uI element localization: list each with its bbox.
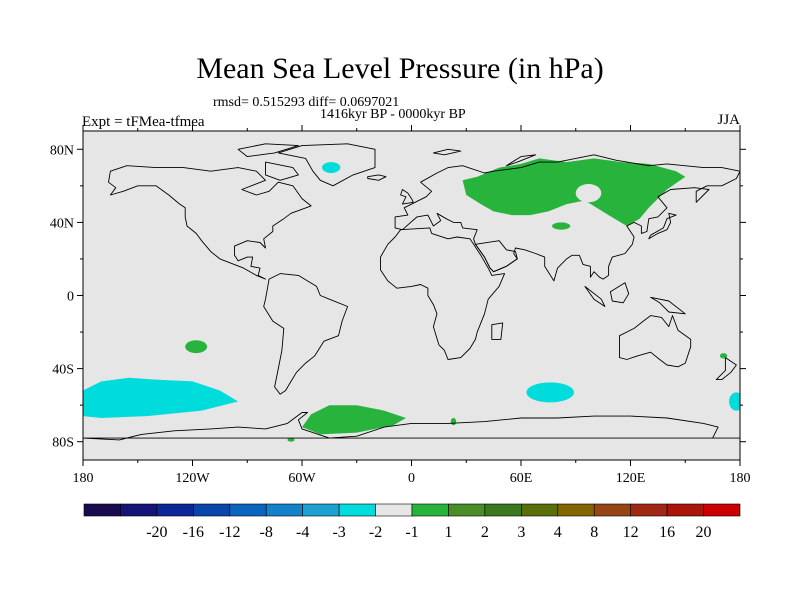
colorbar-swatch [265,503,303,517]
colorbar-swatch [83,503,121,517]
x-tick-label: 0 [408,471,415,486]
colorbar-label: 4 [554,524,562,541]
x-tick-label: 180 [730,471,751,486]
colorbar-label: 8 [590,524,598,541]
colorbar-label: -8 [260,524,273,541]
anomaly-south-pacific-east-negative [729,392,740,411]
colorbar-swatch [593,503,631,517]
coastline-borneo [609,282,630,304]
x-tick-label: 180 [73,471,94,486]
coastline-arabia [474,240,518,273]
colorbar-swatch [229,503,267,517]
period-label: 1416kyr BP - 0000kyr BP [320,107,466,122]
colorbar-swatch [338,503,376,517]
colorbar-label: 16 [659,524,675,541]
coastline-layer [83,143,740,441]
anomaly-subtropical-pacific-positive [185,340,208,354]
coastline-new-zealand [715,357,737,381]
y-tick-label: 80N [50,143,74,158]
colorbar-label: -3 [332,524,345,541]
coastline-japan [648,212,677,240]
colorbar-swatch [521,503,559,517]
coastline-sumatra [584,285,606,307]
colorbar: -20 -16 -12 -8 -4 -3 -2 -1 1 2 3 4 8 12 16 20 [83,503,741,541]
coastline-svalbard [432,148,462,156]
y-tick-label: 40S [52,363,74,378]
anomaly-eurasia-positive [462,158,686,226]
anomaly-south-pacific-negative [83,377,239,418]
x-tick-label: 60E [510,471,533,486]
colorbar-swatch [302,503,340,517]
anomaly-southern-indian-negative [526,382,574,403]
anomaly-weddell-positive [302,405,406,435]
anomaly-central-asia-patch [552,222,571,230]
season-label: JJA [717,112,740,128]
anomaly-siberia-hole [575,184,602,203]
coastline-africa [380,227,506,360]
colorbar-swatch [666,503,704,517]
anomaly-greenland-negative [322,162,341,174]
colorbar-label: -12 [219,524,240,541]
colorbar-swatch [448,503,486,517]
colorbar-swatch [703,503,741,517]
colorbar-swatch [156,503,194,517]
colorbar-label: -20 [146,524,167,541]
anomaly-ross-patch-positive [450,417,457,426]
coastline-new-guinea [650,296,686,315]
coastline-south-america [263,273,349,395]
colorbar-label: 3 [517,524,525,541]
anomaly-ant-small-positive [287,438,295,442]
y-tick-label: 80S [52,436,74,451]
x-tick-label: 120E [616,471,646,486]
coastline-uk [400,189,414,205]
coastline-greenland [277,143,376,187]
colorbar-label: 12 [623,524,639,541]
chart-title: Mean Sea Level Pressure (in hPa) [196,52,604,85]
colorbar-swatch [557,503,595,517]
coastline-antarctica [83,412,740,441]
stats-line: rmsd= 0.515293 diff= 0.0697021 [213,95,400,110]
colorbar-label: 20 [696,524,712,541]
coastline-madagascar [491,322,504,340]
y-tick-label: 0 [67,290,74,305]
experiment-label: Expt = tFMea-tfmea [82,114,205,130]
colorbar-label: 2 [481,524,489,541]
coastline-novaya-zemlya [505,154,537,167]
colorbar-swatch [630,503,668,517]
colorbar-label: -1 [405,524,418,541]
colorbar-swatch [411,503,449,517]
y-tick-label: 40N [50,216,74,231]
colorbar-label: -16 [183,524,204,541]
colorbar-label: 1 [444,524,452,541]
coastline-australia [619,315,692,368]
coastline-ellesmere [237,143,299,158]
colorbar-label: -4 [296,524,309,541]
axes-layer: 180 120W 60W 0 60E 120E 180 80N 40N 0 40S 80S [50,125,751,486]
coastline-iceland [367,174,387,181]
colorbar-swatch [375,503,413,517]
colorbar-swatch [120,503,158,517]
colorbar-label: -2 [369,524,382,541]
anomaly-layer [83,158,740,442]
coastline-north-america [108,165,312,280]
colorbar-swatch [193,503,231,517]
x-tick-label: 120W [175,471,210,486]
x-tick-label: 60W [288,471,316,486]
colorbar-swatch [484,503,522,517]
coastline-baffin [265,161,299,181]
